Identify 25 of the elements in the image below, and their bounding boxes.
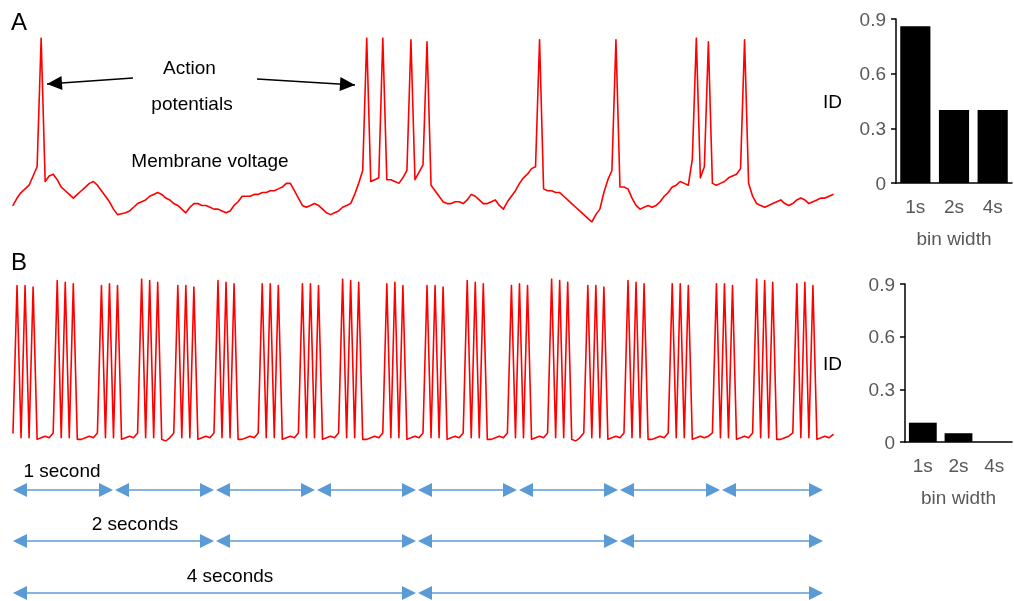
x-tick-label: 2s bbox=[943, 196, 965, 217]
y-axis-title: ID bbox=[823, 90, 842, 112]
chart-title: B bbox=[11, 247, 28, 275]
y-tick-label: 0.6 bbox=[868, 326, 895, 348]
x-tick-label: 2s bbox=[948, 455, 969, 476]
x-tick-label: 1s bbox=[905, 196, 926, 217]
chart-title: A bbox=[11, 7, 28, 35]
y-tick-label: 0.9 bbox=[868, 273, 895, 295]
y-tick-label: 0.6 bbox=[859, 63, 886, 85]
y-tick-label: 0.3 bbox=[859, 117, 886, 139]
text: 1 second bbox=[23, 459, 101, 481]
annotation: Action potentials bbox=[151, 56, 233, 114]
x-axis-title: bin width bbox=[916, 228, 992, 249]
x-tick-label: 4s bbox=[982, 196, 1003, 217]
y-tick-label: 0.9 bbox=[859, 8, 886, 30]
annotation: Membrane voltage bbox=[131, 149, 289, 171]
y-tick-label: 0.3 bbox=[868, 378, 895, 400]
x-tick-label: 4s bbox=[984, 455, 1005, 476]
x-axis-title: bin width bbox=[921, 487, 996, 508]
x-tick-label: 1s bbox=[912, 455, 933, 476]
y-axis-title: ID bbox=[823, 352, 842, 374]
y-tick-label: 0 bbox=[875, 172, 886, 194]
text: 2 seconds bbox=[91, 512, 179, 534]
y-tick-label: 0 bbox=[884, 431, 895, 453]
text: 4 seconds bbox=[186, 564, 274, 586]
